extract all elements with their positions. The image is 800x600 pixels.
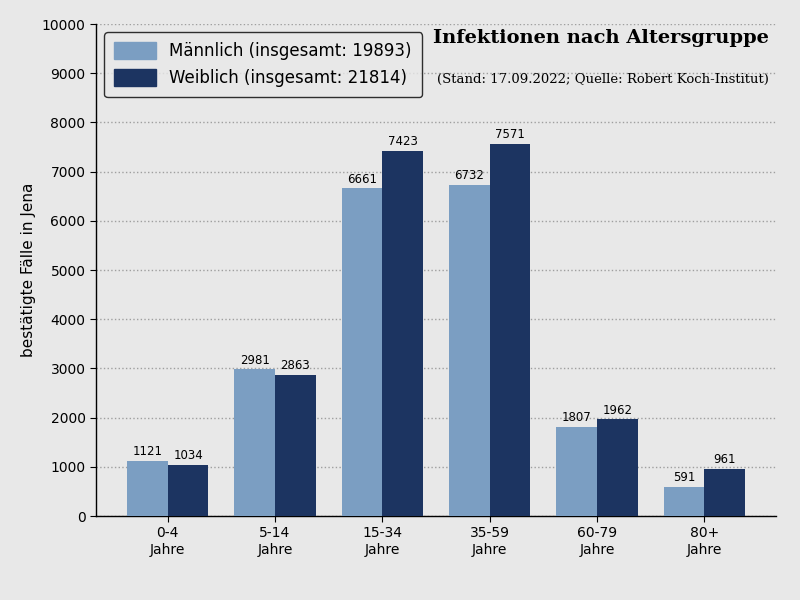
Text: 1962: 1962 bbox=[602, 404, 632, 417]
Y-axis label: bestätigte Fälle in Jena: bestätigte Fälle in Jena bbox=[21, 183, 36, 357]
Bar bbox=[168, 465, 209, 516]
Text: Infektionen nach Altersgruppe: Infektionen nach Altersgruppe bbox=[434, 29, 770, 47]
Bar bbox=[127, 461, 168, 516]
Text: 1034: 1034 bbox=[174, 449, 203, 463]
Text: (Stand: 17.09.2022; Quelle: Robert Koch-Institut): (Stand: 17.09.2022; Quelle: Robert Koch-… bbox=[438, 73, 770, 86]
Text: 2981: 2981 bbox=[240, 353, 270, 367]
Bar bbox=[704, 469, 745, 516]
Text: 7423: 7423 bbox=[388, 135, 418, 148]
Bar bbox=[490, 143, 530, 516]
Text: 2863: 2863 bbox=[281, 359, 310, 373]
Bar bbox=[342, 188, 382, 516]
Text: 7571: 7571 bbox=[495, 128, 525, 141]
Text: 1807: 1807 bbox=[562, 412, 591, 424]
Text: 961: 961 bbox=[714, 453, 736, 466]
Legend: Männlich (insgesamt: 19893), Weiblich (insgesamt: 21814): Männlich (insgesamt: 19893), Weiblich (i… bbox=[104, 32, 422, 97]
Text: 591: 591 bbox=[673, 471, 695, 484]
Bar bbox=[597, 419, 638, 516]
Bar bbox=[449, 185, 490, 516]
Bar bbox=[663, 487, 704, 516]
Text: 6661: 6661 bbox=[347, 173, 377, 185]
Bar bbox=[556, 427, 597, 516]
Text: 1121: 1121 bbox=[132, 445, 162, 458]
Text: 6732: 6732 bbox=[454, 169, 484, 182]
Bar bbox=[275, 375, 316, 516]
Bar bbox=[382, 151, 423, 516]
Bar bbox=[234, 370, 275, 516]
